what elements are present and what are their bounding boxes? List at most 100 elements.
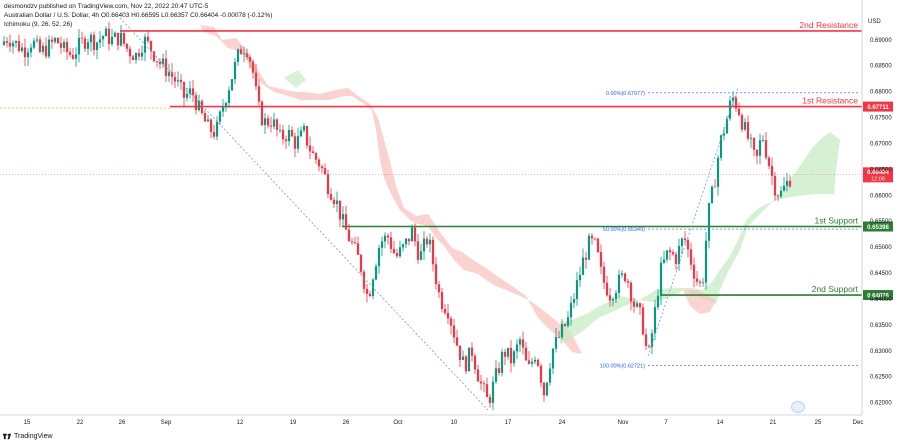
- candle-body: [503, 351, 507, 357]
- candle-body: [752, 138, 756, 150]
- candle-body: [113, 32, 117, 37]
- y-tick-label: 0.62500: [870, 375, 892, 381]
- y-tick-label: 0.64500: [870, 271, 892, 277]
- y-tick-label: 0.66500: [870, 167, 892, 173]
- x-tick-label: 14: [717, 420, 724, 426]
- y-axis-currency: USD: [868, 19, 881, 25]
- candle-body: [773, 176, 777, 196]
- current-price-timer: 12:09: [871, 176, 885, 182]
- candle-body: [395, 253, 399, 257]
- candle-body: [356, 243, 360, 255]
- y-tick-label: 0.63000: [870, 349, 892, 355]
- candle-body: [209, 119, 213, 132]
- x-tick-label: Nov: [618, 420, 629, 426]
- candle-body: [410, 227, 414, 242]
- candle-body: [86, 42, 90, 49]
- candle-body: [344, 214, 348, 230]
- fib-label: 100.00%(0.62721): [600, 363, 645, 369]
- candle-body: [185, 93, 189, 98]
- candle-body: [2, 41, 6, 45]
- candle-body: [494, 368, 498, 382]
- candle-body: [488, 397, 492, 403]
- ichimoku-cloud: [200, 25, 840, 354]
- candle-body: [161, 58, 165, 65]
- candle-body: [527, 360, 531, 364]
- candle-body: [77, 37, 81, 55]
- candle-body: [80, 37, 84, 39]
- current-price-label: 0.66404: [867, 170, 889, 176]
- candle-body: [335, 200, 339, 205]
- candle-body: [380, 241, 384, 248]
- candle-body: [509, 347, 513, 364]
- candle-body: [554, 336, 558, 349]
- y-axis[interactable]: USD 0.69000 0.68500 0.68000 0.67500 0.67000 0.…: [861, 0, 892, 415]
- price-tag: [863, 101, 893, 112]
- candle-body: [398, 247, 402, 257]
- candle-body: [668, 250, 672, 253]
- x-tick-label: Dec: [853, 420, 864, 426]
- candle-body: [44, 45, 48, 57]
- candle-body: [314, 153, 318, 160]
- candle-body: [254, 72, 258, 87]
- candle-body: [416, 241, 420, 260]
- candle-body: [290, 129, 294, 137]
- candle-body: [533, 359, 537, 362]
- candle-body: [20, 47, 24, 52]
- candle-body: [257, 86, 261, 102]
- candle-body: [671, 252, 675, 255]
- candle-body: [698, 281, 702, 283]
- candle-body: [47, 39, 51, 57]
- candle-body: [11, 43, 15, 47]
- candle-body: [245, 53, 249, 57]
- candle-body: [248, 56, 252, 62]
- candle-body: [638, 303, 642, 308]
- candle-body: [722, 133, 726, 136]
- candle-body: [260, 101, 264, 126]
- candle-body: [140, 52, 144, 57]
- candle-body: [179, 79, 183, 83]
- candle-body: [215, 121, 219, 137]
- annotations: 0.00%(0.67977) 50.00%(0.65349) 100.00%(0.6…: [0, 17, 893, 411]
- tradingview-logo-icon: [3, 433, 12, 440]
- x-axis[interactable]: 15 22 26 Sep 12 19 26 Oct 10 17 24 Nov 7 14 21 25 Dec: [0, 414, 864, 426]
- candle-body: [785, 180, 789, 186]
- candle-body: [764, 140, 768, 158]
- candle-body: [419, 251, 423, 260]
- candle-body: [632, 301, 636, 307]
- candle-body: [530, 361, 534, 364]
- candle-body: [359, 254, 363, 272]
- candle-body: [92, 34, 96, 51]
- candle-body: [584, 257, 588, 260]
- candle-body: [203, 113, 207, 122]
- candle-body: [239, 49, 243, 55]
- candle-body: [176, 79, 180, 82]
- candle-body: [428, 239, 432, 245]
- level-name: 1st Support: [815, 216, 859, 226]
- candle-body: [665, 250, 669, 260]
- candle-body: [653, 307, 657, 334]
- flag-icon[interactable]: [791, 401, 805, 413]
- candle-body: [299, 130, 303, 137]
- candle-body: [26, 52, 30, 58]
- candle-body: [23, 47, 27, 58]
- candle-body: [104, 28, 108, 37]
- candle-body: [89, 34, 93, 43]
- fib-trendline: [647, 87, 739, 357]
- candle-body: [743, 122, 747, 130]
- candle-body: [674, 254, 678, 265]
- candle-body: [479, 381, 483, 384]
- current-price-tag: [863, 167, 893, 183]
- candle-body: [8, 42, 12, 47]
- candle-body: [470, 347, 474, 356]
- candle-body: [206, 119, 210, 122]
- y-tick-label: 0.66000: [870, 193, 892, 199]
- candle-body: [782, 185, 786, 191]
- candle-body: [242, 53, 246, 55]
- candle-body: [569, 302, 573, 318]
- candle-body: [98, 39, 102, 43]
- candle-body: [14, 41, 18, 44]
- candle-body: [320, 166, 324, 169]
- candle-body: [350, 241, 354, 243]
- indicator-line: Ichimoku (9, 26, 52, 26): [4, 21, 73, 28]
